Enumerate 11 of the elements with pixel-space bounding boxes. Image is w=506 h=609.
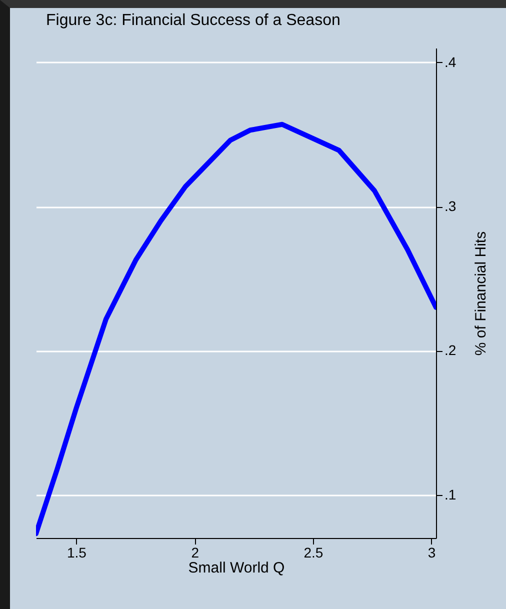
x-tick-label: 3 [428, 544, 436, 560]
y-tick-label: .2 [444, 342, 456, 358]
x-tick-label: 1.5 [67, 544, 87, 560]
chart-title: Figure 3c: Financial Success of a Season [46, 12, 340, 29]
x-tick-label: 2.5 [304, 544, 324, 560]
y-tick-label: .3 [444, 198, 456, 214]
y-tick-label: .4 [444, 54, 456, 70]
y-tick-label: .1 [444, 486, 456, 502]
x-tick-label: 2 [191, 544, 200, 560]
x-axis-title: Small World Q [188, 560, 285, 576]
y-axis-title: % of Financial Hits [472, 231, 490, 356]
